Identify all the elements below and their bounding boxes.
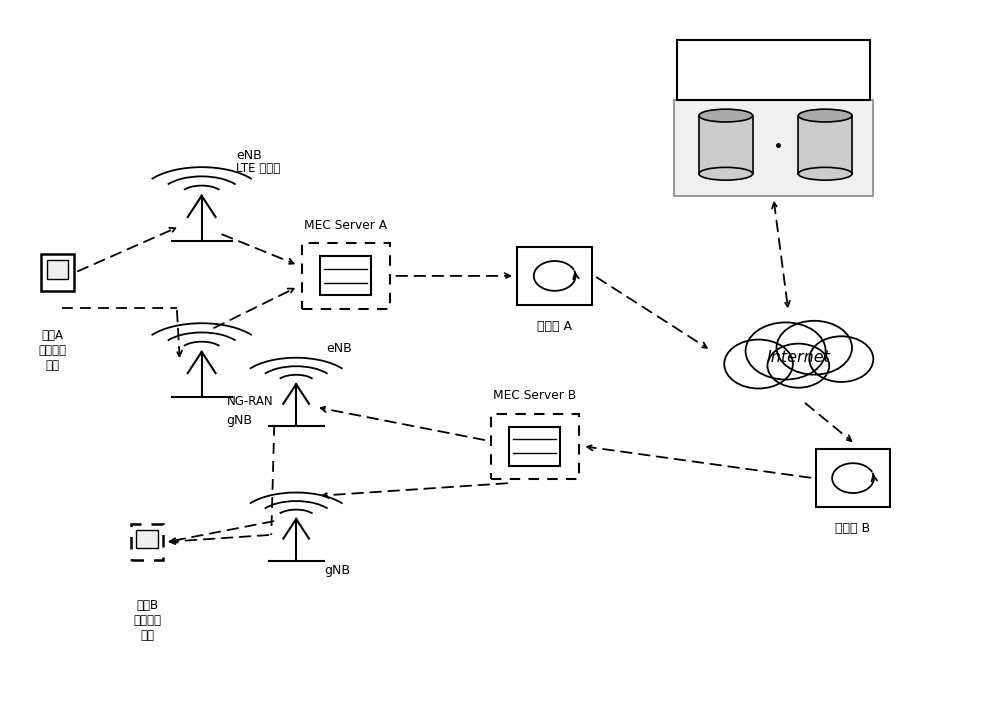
Text: 核心网 B: 核心网 B [835, 522, 871, 535]
Bar [798, 116, 852, 174]
Circle shape [767, 344, 829, 388]
Bar [509, 427, 560, 465]
Text: NG-RAN: NG-RAN [227, 395, 273, 408]
Bar [674, 100, 873, 196]
Ellipse shape [699, 167, 753, 180]
Ellipse shape [798, 167, 852, 180]
Bar [320, 257, 371, 295]
Text: 云端：业务处理
    服务器: 云端：业务处理 服务器 [747, 56, 800, 84]
Text: 核心网 A: 核心网 A [537, 320, 572, 333]
Bar [677, 40, 870, 100]
Circle shape [777, 321, 852, 375]
Bar [699, 116, 753, 174]
Bar [302, 243, 390, 309]
Text: MEC Server B: MEC Server B [493, 389, 576, 403]
Bar [47, 260, 68, 279]
Bar [131, 524, 163, 560]
Circle shape [809, 336, 873, 382]
Text: 终端A
数据采集
发送: 终端A 数据采集 发送 [39, 329, 66, 372]
Text: 终端B
数据接收
呈现: 终端B 数据接收 呈现 [133, 598, 161, 641]
Text: gNB: gNB [324, 564, 350, 577]
Ellipse shape [699, 109, 753, 122]
Bar [517, 247, 592, 305]
Ellipse shape [798, 109, 852, 122]
Text: eNB: eNB [236, 149, 262, 162]
Text: Internet: Internet [766, 350, 830, 365]
Text: MEC Server A: MEC Server A [304, 219, 387, 232]
Circle shape [746, 322, 826, 380]
Circle shape [724, 340, 793, 388]
Bar [491, 413, 579, 479]
Text: gNB: gNB [227, 414, 253, 428]
Bar [816, 449, 890, 507]
Text: LTE 接入网: LTE 接入网 [236, 162, 281, 175]
Bar [41, 255, 74, 290]
Bar [136, 530, 158, 548]
Text: eNB: eNB [326, 342, 352, 355]
